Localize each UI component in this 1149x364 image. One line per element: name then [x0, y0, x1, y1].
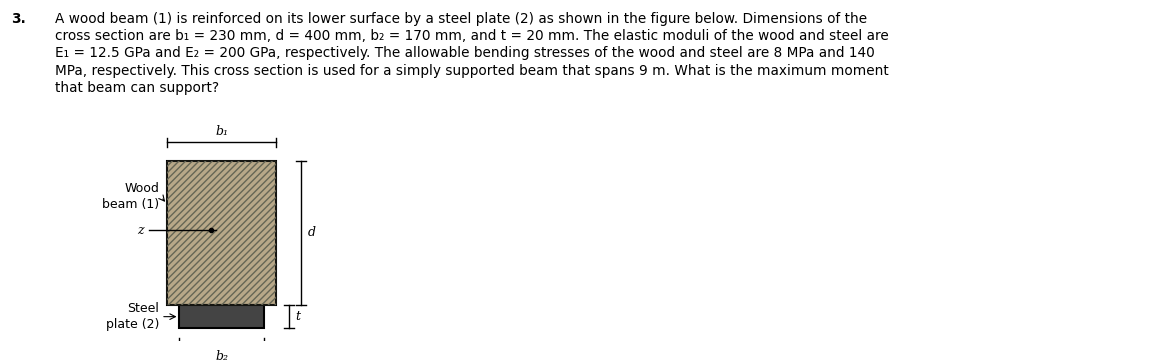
Text: Steel
plate (2): Steel plate (2) [106, 302, 159, 331]
Bar [167, 161, 277, 305]
Bar [167, 161, 277, 305]
Text: E₁ = 12.5 GPa and E₂ = 200 GPa, respectively. The allowable bending stresses of : E₁ = 12.5 GPa and E₂ = 200 GPa, respecti… [54, 47, 874, 60]
Text: b₂: b₂ [215, 350, 229, 363]
Text: A wood beam (1) is reinforced on its lower surface by a steel plate (2) as shown: A wood beam (1) is reinforced on its low… [54, 12, 866, 26]
Text: b₁: b₁ [215, 124, 229, 138]
Text: 3.: 3. [10, 12, 25, 26]
Text: that beam can support?: that beam can support? [54, 81, 218, 95]
Text: MPa, respectively. This cross section is used for a simply supported beam that s: MPa, respectively. This cross section is… [54, 64, 888, 78]
Text: d: d [307, 226, 315, 240]
Text: t: t [295, 310, 300, 323]
Bar [179, 305, 264, 328]
Text: cross section are b₁ = 230 mm, d = 400 mm, b₂ = 170 mm, and t = 20 mm. The elast: cross section are b₁ = 230 mm, d = 400 m… [54, 29, 888, 43]
Text: Wood
beam (1): Wood beam (1) [102, 182, 159, 211]
Text: z: z [138, 223, 144, 237]
